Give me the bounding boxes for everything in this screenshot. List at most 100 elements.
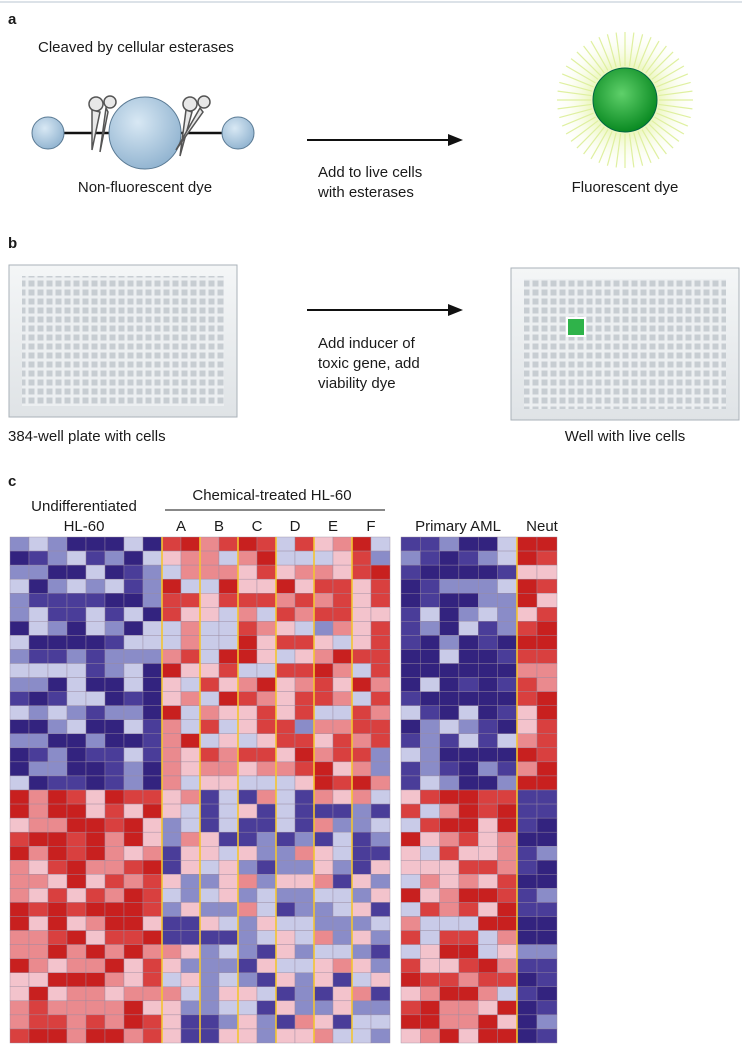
heatmap-cell	[28, 944, 49, 959]
heatmap-cell	[47, 846, 68, 861]
glow-ray	[651, 58, 680, 80]
heatmap-cell	[123, 972, 144, 987]
heatmap-cell	[47, 888, 68, 903]
heatmap-cell	[313, 564, 334, 580]
heatmap-cell	[180, 635, 201, 650]
heatmap-cell	[28, 958, 49, 973]
heatmap-cell	[218, 831, 239, 847]
heatmap-cell	[370, 803, 391, 819]
heatmap-cell	[332, 860, 353, 875]
heatmap-cell	[256, 677, 277, 692]
heatmap-cell	[516, 550, 538, 566]
heatmap-cell	[332, 677, 353, 692]
heatmap-cell	[9, 860, 30, 875]
heatmap-cell	[142, 593, 163, 608]
heatmap-cell	[199, 1028, 220, 1044]
well-plate	[8, 264, 238, 418]
heatmap-cell	[400, 803, 421, 819]
heatmap-cell	[104, 846, 125, 861]
heatmap-cell	[142, 789, 163, 805]
heatmap-cell	[351, 578, 372, 594]
heatmap-cell	[420, 944, 440, 959]
heatmap-cell	[439, 986, 460, 1002]
heatmap-cell	[199, 860, 220, 875]
heatmap-cell	[9, 578, 30, 594]
heatmap-cell	[218, 874, 239, 889]
heatmap-cell	[370, 860, 391, 875]
heatmap-cell	[332, 578, 353, 594]
heatmap-cell	[275, 607, 296, 622]
heatmap-cell	[256, 719, 277, 734]
heatmap-cell	[313, 902, 334, 917]
heatmap-cell	[351, 593, 372, 608]
heatmap-cell	[66, 958, 87, 973]
heatmap-cell	[370, 846, 391, 861]
heatmap-cell	[218, 663, 239, 678]
heatmap-cell	[256, 593, 277, 608]
heatmap-cell	[400, 649, 421, 664]
heatmap-cell	[104, 916, 125, 931]
heatmap-cell	[370, 733, 391, 749]
heatmap-cell	[142, 607, 163, 622]
heatmap-cell	[478, 550, 498, 566]
heatmap-cell	[275, 747, 296, 763]
glow-ray	[658, 103, 693, 110]
heatmap-cell	[142, 747, 163, 763]
heatmap-cell	[351, 691, 372, 706]
heatmap-cell	[478, 578, 498, 594]
heatmap-cell	[497, 621, 517, 636]
heatmap-cell	[370, 775, 391, 791]
heatmap-cell	[28, 536, 49, 552]
heatmap-cell	[237, 860, 258, 875]
heatmap-cell	[142, 902, 163, 917]
heatmap-cell	[313, 860, 334, 875]
heatmap-cell	[332, 972, 353, 987]
heatmap-cell	[218, 691, 239, 706]
heatmap-cell	[332, 803, 353, 819]
heatmap-cell	[104, 874, 125, 889]
heatmap-cell	[237, 663, 258, 678]
heatmap-cell	[458, 888, 479, 903]
heatmap-cell	[351, 663, 372, 678]
treatment-label: B	[214, 518, 224, 535]
heatmap-cell	[439, 621, 460, 636]
heatmap-cell	[420, 1028, 440, 1044]
glow-ray	[583, 126, 605, 155]
heatmap-cell	[516, 536, 538, 552]
heatmap-cell	[458, 761, 479, 777]
heatmap-cell	[351, 1000, 372, 1016]
heatmap-cell	[516, 944, 538, 959]
heatmap-cell	[275, 930, 296, 945]
heatmap-cell	[313, 593, 334, 608]
heatmap-cell	[332, 846, 353, 861]
heatmap-cell	[180, 719, 201, 734]
heatmap-cell	[370, 930, 391, 945]
right-label: Fluorescent dye	[572, 179, 679, 196]
heatmap-cell	[104, 1014, 125, 1030]
heatmap-cell	[256, 1000, 277, 1016]
heatmap-cell	[497, 789, 517, 805]
heatmap-cell	[458, 944, 479, 959]
arrow-text: Add to live cells	[318, 164, 422, 181]
heatmap-cell	[180, 916, 201, 931]
heatmap-cell	[400, 747, 421, 763]
heatmap-cell	[370, 972, 391, 987]
glow-ray	[557, 103, 592, 110]
heatmap-cell	[516, 578, 538, 594]
heatmap-cell	[218, 747, 239, 763]
group-label: Chemical-treated HL-60	[192, 487, 351, 504]
heatmap-cell	[294, 1000, 315, 1016]
heatmap-cell	[123, 677, 144, 692]
heatmap-cell	[439, 663, 460, 678]
heatmap-cell	[439, 958, 460, 973]
heatmap-cell	[400, 1028, 421, 1044]
heatmap-cell	[199, 1000, 220, 1016]
heatmap-cell	[497, 536, 517, 552]
heatmap-cell	[47, 705, 68, 720]
heatmap-cell	[351, 719, 372, 734]
heatmap-cell	[161, 761, 182, 777]
heatmap-cell	[370, 888, 391, 903]
heatmap-cell	[123, 635, 144, 650]
heatmap-cell	[275, 649, 296, 664]
heatmap-cell	[256, 986, 277, 1002]
